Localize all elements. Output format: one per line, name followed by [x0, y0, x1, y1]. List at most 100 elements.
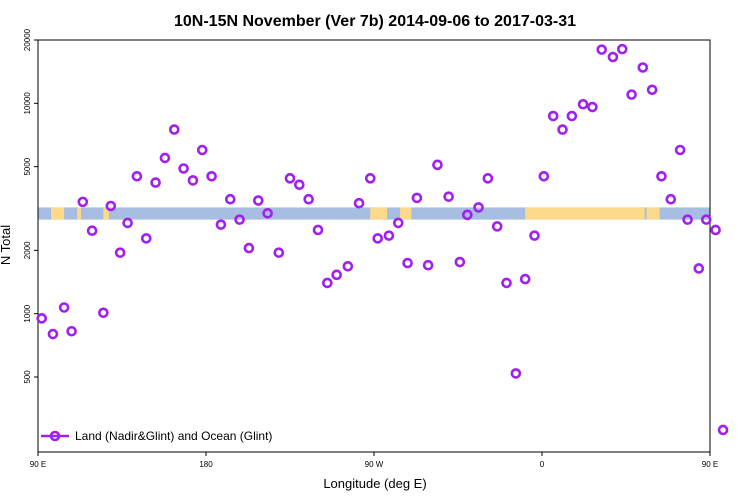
data-point	[411, 192, 423, 204]
data-point	[312, 224, 324, 236]
data-point	[616, 43, 628, 55]
data-point	[577, 98, 589, 110]
data-point	[284, 173, 296, 184]
data-point	[700, 214, 712, 225]
data-point	[168, 124, 180, 135]
data-point	[566, 110, 578, 122]
data-point	[47, 328, 59, 340]
data-point	[637, 62, 649, 73]
land-segment	[51, 207, 65, 220]
data-point	[187, 175, 199, 186]
data-point	[224, 193, 236, 205]
data-point	[114, 247, 126, 258]
data-point	[510, 368, 522, 379]
data-point	[557, 124, 568, 135]
data-point	[682, 214, 693, 225]
data-point	[303, 193, 314, 205]
y-tick-label: 1000	[23, 304, 32, 322]
data-point	[122, 217, 133, 229]
data-points	[36, 43, 729, 436]
data-point	[105, 200, 117, 212]
y-tick-label: 2000	[23, 241, 32, 259]
y-tick-label: 10000	[23, 92, 32, 115]
data-point	[587, 101, 598, 113]
data-point	[150, 177, 161, 188]
data-point	[131, 170, 143, 182]
data-point	[58, 302, 70, 313]
data-point	[243, 242, 255, 254]
data-point	[273, 247, 285, 258]
data-point	[674, 144, 686, 156]
land-segment	[646, 207, 660, 220]
land-segment	[103, 207, 109, 220]
data-point	[36, 313, 48, 324]
y-tick-label: 5000	[23, 157, 32, 175]
data-point	[473, 202, 484, 213]
data-point	[322, 277, 333, 289]
data-point	[482, 173, 494, 184]
y-tick-label: 500	[23, 370, 32, 384]
y-tick-label: 20000	[23, 28, 32, 51]
data-point	[98, 307, 109, 319]
data-point	[693, 263, 705, 274]
data-point	[331, 269, 342, 281]
data-point	[206, 170, 217, 182]
data-point	[140, 233, 152, 244]
data-point	[529, 230, 540, 241]
land-segment	[77, 207, 81, 220]
data-point	[372, 233, 384, 244]
legend: Land (Nadir&Glint) and Ocean (Glint)	[41, 429, 272, 443]
data-point	[432, 159, 443, 171]
data-point	[66, 325, 77, 337]
data-point	[607, 51, 619, 63]
data-point	[353, 197, 365, 209]
x-tick-label: 180	[199, 460, 213, 469]
data-point	[392, 217, 404, 229]
y-axis: 500 1000 2000 5000 10000 20000	[23, 28, 38, 384]
data-point	[626, 89, 637, 100]
data-point	[665, 193, 677, 205]
legend-marker	[49, 430, 61, 442]
data-point	[646, 84, 658, 96]
data-point	[422, 259, 434, 271]
plot-frame	[37, 39, 711, 453]
x-tick-label: 0	[540, 460, 545, 469]
data-point	[402, 257, 413, 269]
x-axis: 90 E 180 90 W 0 90 E	[30, 451, 718, 469]
data-point	[262, 208, 273, 219]
data-point	[491, 221, 503, 232]
x-tick-label: 90 E	[30, 460, 46, 469]
land-ocean-band	[38, 207, 710, 220]
legend-label: Land (Nadir&Glint) and Ocean (Glint)	[75, 429, 272, 443]
data-point	[364, 173, 376, 184]
data-point	[501, 277, 512, 289]
data-point	[538, 170, 550, 182]
data-point	[454, 256, 466, 268]
data-point	[547, 110, 559, 122]
y-axis-label: N Total	[0, 225, 13, 265]
data-point	[717, 424, 729, 436]
x-tick-label: 90 W	[365, 460, 384, 469]
x-axis-label: Longitude (deg E)	[323, 476, 426, 491]
data-point	[234, 214, 245, 225]
data-point	[196, 144, 208, 156]
data-point	[86, 225, 98, 237]
data-point	[252, 195, 264, 206]
data-point	[656, 170, 667, 182]
data-point	[443, 191, 454, 202]
data-point	[342, 260, 354, 272]
data-point	[159, 152, 171, 164]
data-point	[710, 224, 721, 236]
data-point	[596, 44, 608, 55]
land-segment	[370, 207, 388, 220]
land-segment	[525, 207, 645, 220]
data-point	[178, 163, 189, 174]
data-point	[294, 179, 305, 191]
data-point	[519, 273, 531, 285]
chart-title: 10N-15N November (Ver 7b) 2014-09-06 to …	[174, 13, 576, 30]
data-point	[462, 209, 473, 221]
x-tick-label: 90 E	[702, 460, 718, 469]
data-point	[383, 230, 395, 241]
data-point	[215, 219, 227, 230]
